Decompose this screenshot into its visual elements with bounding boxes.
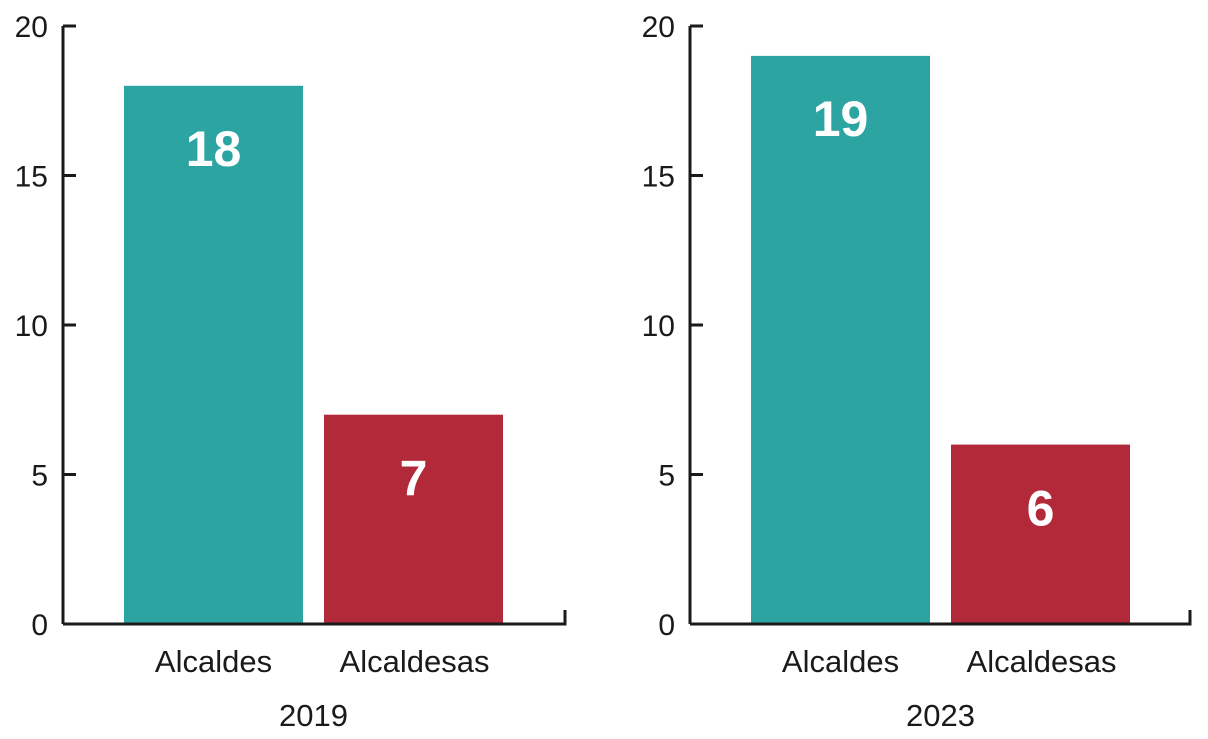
category-label: Alcaldes: [782, 644, 899, 679]
y-tick-label: 10: [642, 310, 675, 343]
group-label-year: 2019: [279, 698, 348, 733]
y-tick-label: 0: [658, 609, 675, 642]
y-tick-label: 15: [642, 161, 675, 194]
x-axis-line: [690, 610, 1192, 626]
x-axis-line: [63, 610, 567, 626]
bar-value-label: 19: [813, 91, 869, 147]
group-label-year: 2023: [906, 698, 975, 733]
bar-value-label: 6: [1027, 481, 1055, 537]
chart-panel-2023: 19 Alcaldes 6 Alcaldesas 0 5 10 15 20 2023: [642, 11, 1192, 733]
bar-alcaldes: [124, 85, 303, 625]
y-tick-label: 20: [642, 11, 675, 44]
category-label: Alcaldes: [155, 644, 272, 679]
y-tick-label: 5: [31, 460, 48, 493]
y-tick-label: 15: [15, 161, 48, 194]
bar-alcaldesas: [324, 414, 503, 624]
category-label: Alcaldesas: [340, 644, 490, 679]
y-tick-label: 10: [15, 310, 48, 343]
y-tick-label: 5: [658, 460, 675, 493]
y-tick-label: 20: [15, 11, 48, 44]
chart-panel-2019: 18 Alcaldes 7 Alcaldesas 0 5 10 15 20 2019: [15, 11, 567, 733]
y-tick-label: 0: [31, 609, 48, 642]
bar-alcaldesas: [951, 444, 1130, 624]
bar-value-label: 18: [186, 121, 242, 177]
bar-alcaldes: [751, 55, 930, 624]
bar-value-label: 7: [400, 451, 428, 507]
category-label: Alcaldesas: [967, 644, 1117, 679]
